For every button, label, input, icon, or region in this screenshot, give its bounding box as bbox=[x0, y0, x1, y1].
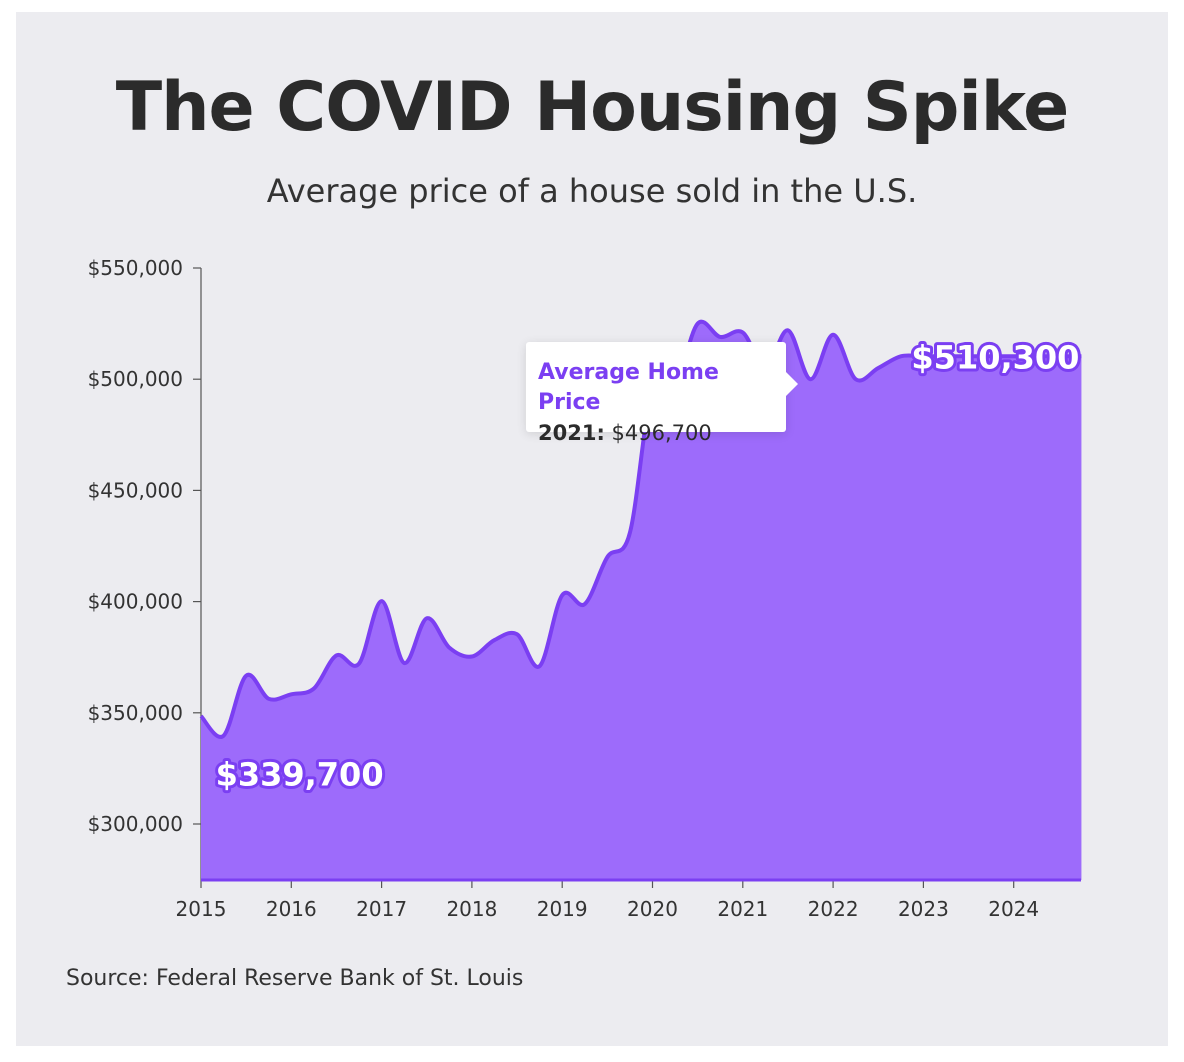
tooltip-line: 2021: $496,700 bbox=[538, 418, 774, 448]
x-tick-label: 2023 bbox=[898, 897, 949, 921]
y-tick-label: $300,000 bbox=[88, 812, 183, 836]
x-tick-label: 2022 bbox=[808, 897, 859, 921]
tooltip-title: Average Home Price bbox=[538, 360, 719, 415]
chart-title: The COVID Housing Spike bbox=[115, 68, 1070, 147]
series-line bbox=[199, 319, 1082, 739]
x-tick-label: 2019 bbox=[537, 897, 588, 921]
tooltip-value: $496,700 bbox=[611, 421, 712, 445]
y-tick-label: $550,000 bbox=[88, 256, 183, 280]
data-labels: $339,700 $510,300 bbox=[213, 335, 1083, 796]
x-tick-label: 2021 bbox=[717, 897, 768, 921]
end-value-label: $510,300 bbox=[911, 338, 1079, 376]
y-tick-label: $350,000 bbox=[88, 701, 183, 725]
x-tick-label: 2017 bbox=[356, 897, 407, 921]
x-tick-label: 2020 bbox=[627, 897, 678, 921]
y-axis: $300,000 $350,000 $400,000 $450,000 $500,000… bbox=[88, 256, 202, 880]
plot-area bbox=[199, 319, 1082, 882]
x-tick-label: 2016 bbox=[266, 897, 317, 921]
start-value-label: $339,700 bbox=[216, 756, 384, 794]
y-tick-label: $400,000 bbox=[88, 590, 183, 614]
tooltip: Average Home Price 2021: $496,700 bbox=[526, 342, 798, 445]
y-tick-label: $500,000 bbox=[88, 367, 183, 391]
x-tick-label: 2015 bbox=[176, 897, 227, 921]
y-tick-label: $450,000 bbox=[88, 478, 183, 502]
tooltip-year: 2021: bbox=[538, 421, 605, 445]
chart-subtitle: Average price of a house sold in the U.S… bbox=[266, 172, 918, 210]
source-note: Source: Federal Reserve Bank of St. Loui… bbox=[66, 966, 524, 991]
x-axis: 2015 2016 2017 2018 2019 2020 2021 2022 2023 2024 bbox=[176, 880, 1039, 921]
x-tick-label: 2018 bbox=[446, 897, 497, 921]
x-tick-label: 2024 bbox=[988, 897, 1039, 921]
area-fill bbox=[201, 321, 1082, 880]
